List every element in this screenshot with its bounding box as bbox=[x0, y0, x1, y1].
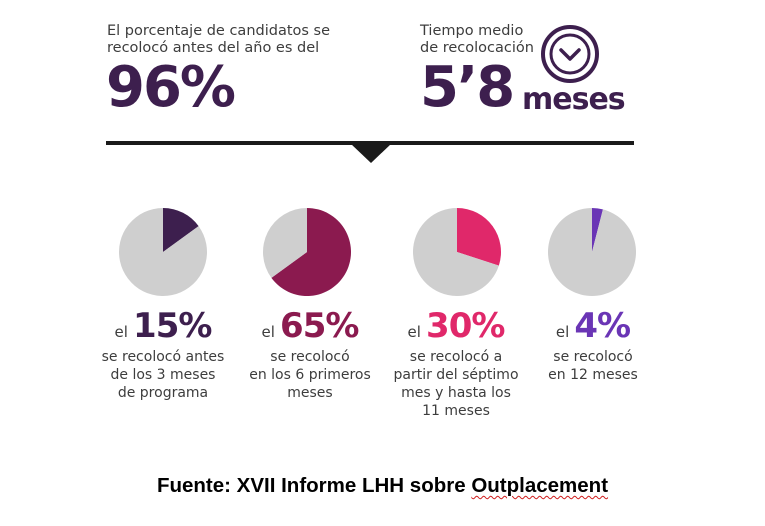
pie-slice-highlight bbox=[592, 208, 603, 252]
stat-prefix: el bbox=[555, 323, 570, 341]
pie-chart-1 bbox=[118, 207, 208, 297]
header-right-value: 5’8 bbox=[420, 55, 515, 120]
pie-slice-remainder bbox=[263, 208, 307, 278]
pie-slice-highlight bbox=[163, 208, 199, 252]
source-highlight: Outplacement bbox=[471, 474, 609, 497]
pie-slice-highlight bbox=[457, 208, 501, 266]
pie-chart-2 bbox=[262, 207, 352, 297]
stat-prefix: el bbox=[407, 323, 421, 341]
stat-prefix: el bbox=[261, 323, 275, 341]
stat-prefix: el bbox=[114, 323, 128, 341]
divider-line bbox=[106, 141, 634, 145]
stat-description: se recolocó en los 6 primeros meses bbox=[249, 349, 371, 401]
stat-value: 65% bbox=[280, 306, 359, 346]
stat-value: 15% bbox=[133, 306, 212, 346]
stat-3: el 30% se recolocó a partir del séptimo … bbox=[386, 306, 526, 420]
stat-1: el 15% se recolocó antes de los 3 meses … bbox=[93, 306, 233, 402]
stat-description: se recolocó a partir del séptimo mes y h… bbox=[393, 349, 519, 419]
header-left-value: 96% bbox=[106, 55, 236, 120]
header-right-text: Tiempo medio de recolocación bbox=[420, 23, 534, 56]
pie-chart-3 bbox=[412, 207, 502, 297]
pie-slice-remainder bbox=[119, 208, 207, 296]
stat-description: se recolocó antes de los 3 meses de prog… bbox=[101, 349, 225, 401]
pie-chart-4 bbox=[547, 207, 637, 297]
pie-slice-remainder bbox=[548, 208, 636, 296]
stat-4: el 4% se recolocó en 12 meses bbox=[528, 306, 658, 384]
stat-value: 4% bbox=[574, 306, 631, 346]
clock-icon bbox=[540, 24, 600, 84]
source-prefix: Fuente: XVII Informe LHH sobre bbox=[156, 474, 472, 497]
source-caption: Fuente: XVII Informe LHH sobre Outplacem… bbox=[0, 474, 765, 498]
stat-description: se recolocó en 12 meses bbox=[548, 349, 638, 383]
stat-2: el 65% se recolocó en los 6 primeros mes… bbox=[240, 306, 380, 402]
header-left-text: El porcentaje de candidatos se recolocó … bbox=[107, 23, 331, 56]
pie-slice-highlight bbox=[271, 208, 351, 296]
pie-slice-remainder bbox=[413, 208, 499, 296]
divider-notch bbox=[351, 144, 391, 163]
stat-value: 30% bbox=[426, 306, 505, 346]
header-right-unit: meses bbox=[522, 82, 626, 117]
